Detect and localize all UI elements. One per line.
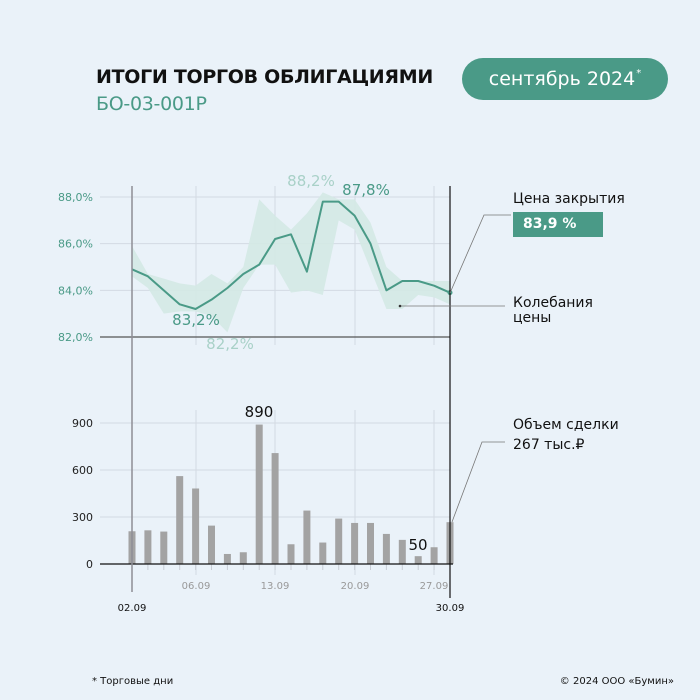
- volume-bar: [303, 510, 311, 564]
- volume-bar: [382, 533, 390, 564]
- volume-tick-label: 300: [72, 511, 93, 524]
- volume-bar: [223, 553, 231, 564]
- volume-bar: [160, 531, 168, 564]
- volume-tick-label: 0: [86, 558, 93, 571]
- volume-label: Объем сделки: [513, 417, 619, 433]
- bond-code: БО-03-001Р: [96, 93, 207, 115]
- volume-tick-label: 900: [72, 417, 93, 430]
- volume-value: 267 тыс.₽: [513, 437, 585, 453]
- volume-min-label: 50: [408, 536, 427, 554]
- volume-bar: [208, 525, 215, 564]
- volume-bar: [287, 544, 295, 564]
- volume-bar: [319, 542, 327, 564]
- volume-bar: [144, 530, 152, 564]
- x-label-end: 30.09: [436, 603, 465, 614]
- volume-bar: [176, 476, 184, 564]
- max-close-label: 87,8%: [342, 181, 390, 199]
- volume-bar: [239, 552, 247, 564]
- range-label-1: Колебания: [513, 295, 593, 311]
- volume-bar: [398, 539, 406, 564]
- x-tick-label: 13.09: [261, 581, 290, 592]
- close-price-callout: [449, 214, 511, 294]
- close-price-value: 83,9 %: [513, 212, 603, 237]
- volume-bar: [414, 556, 422, 564]
- x-tick-label: 27.09: [420, 581, 449, 592]
- min-close-label: 83,2%: [172, 311, 220, 329]
- min-range-label: 82,2%: [206, 335, 254, 353]
- volume-tick-label: 600: [72, 464, 93, 477]
- x-label-start: 02.09: [118, 603, 147, 614]
- page-title: ИТОГИ ТОРГОВ ОБЛИГАЦИЯМИ: [96, 66, 433, 88]
- volume-bar: [271, 453, 279, 564]
- max-range-label: 88,2%: [287, 172, 335, 190]
- close-price-label: Цена закрытия: [513, 191, 625, 207]
- volume-bar: [255, 424, 263, 564]
- volume-bar: [367, 522, 374, 564]
- x-tick-label: 06.09: [182, 581, 211, 592]
- volume-callout: [451, 441, 505, 523]
- x-tick-label: 20.09: [341, 581, 370, 592]
- volume-bar: [351, 522, 359, 564]
- price-tick-label: 84,0%: [58, 284, 93, 297]
- volume-bar: [335, 518, 343, 564]
- period-mark: *: [636, 67, 642, 79]
- footnote: * Торговые дни: [92, 676, 174, 687]
- price-range-band: [132, 192, 450, 333]
- range-callout-dot: [398, 304, 402, 308]
- price-tick-label: 86,0%: [58, 238, 93, 251]
- close-price-line: [131, 200, 451, 310]
- range-label-2: цены: [513, 310, 552, 326]
- copyright: © 2024 ООО «Бумин»: [559, 676, 674, 687]
- price-tick-label: 82,0%: [58, 331, 93, 344]
- volume-max-label: 890: [245, 403, 274, 421]
- volume-bar: [192, 488, 200, 564]
- volume-bar: [430, 547, 438, 564]
- period-badge: сентябрь 2024 *: [462, 58, 668, 100]
- period-text: сентябрь 2024: [488, 68, 636, 90]
- price-tick-label: 88,0%: [58, 191, 93, 204]
